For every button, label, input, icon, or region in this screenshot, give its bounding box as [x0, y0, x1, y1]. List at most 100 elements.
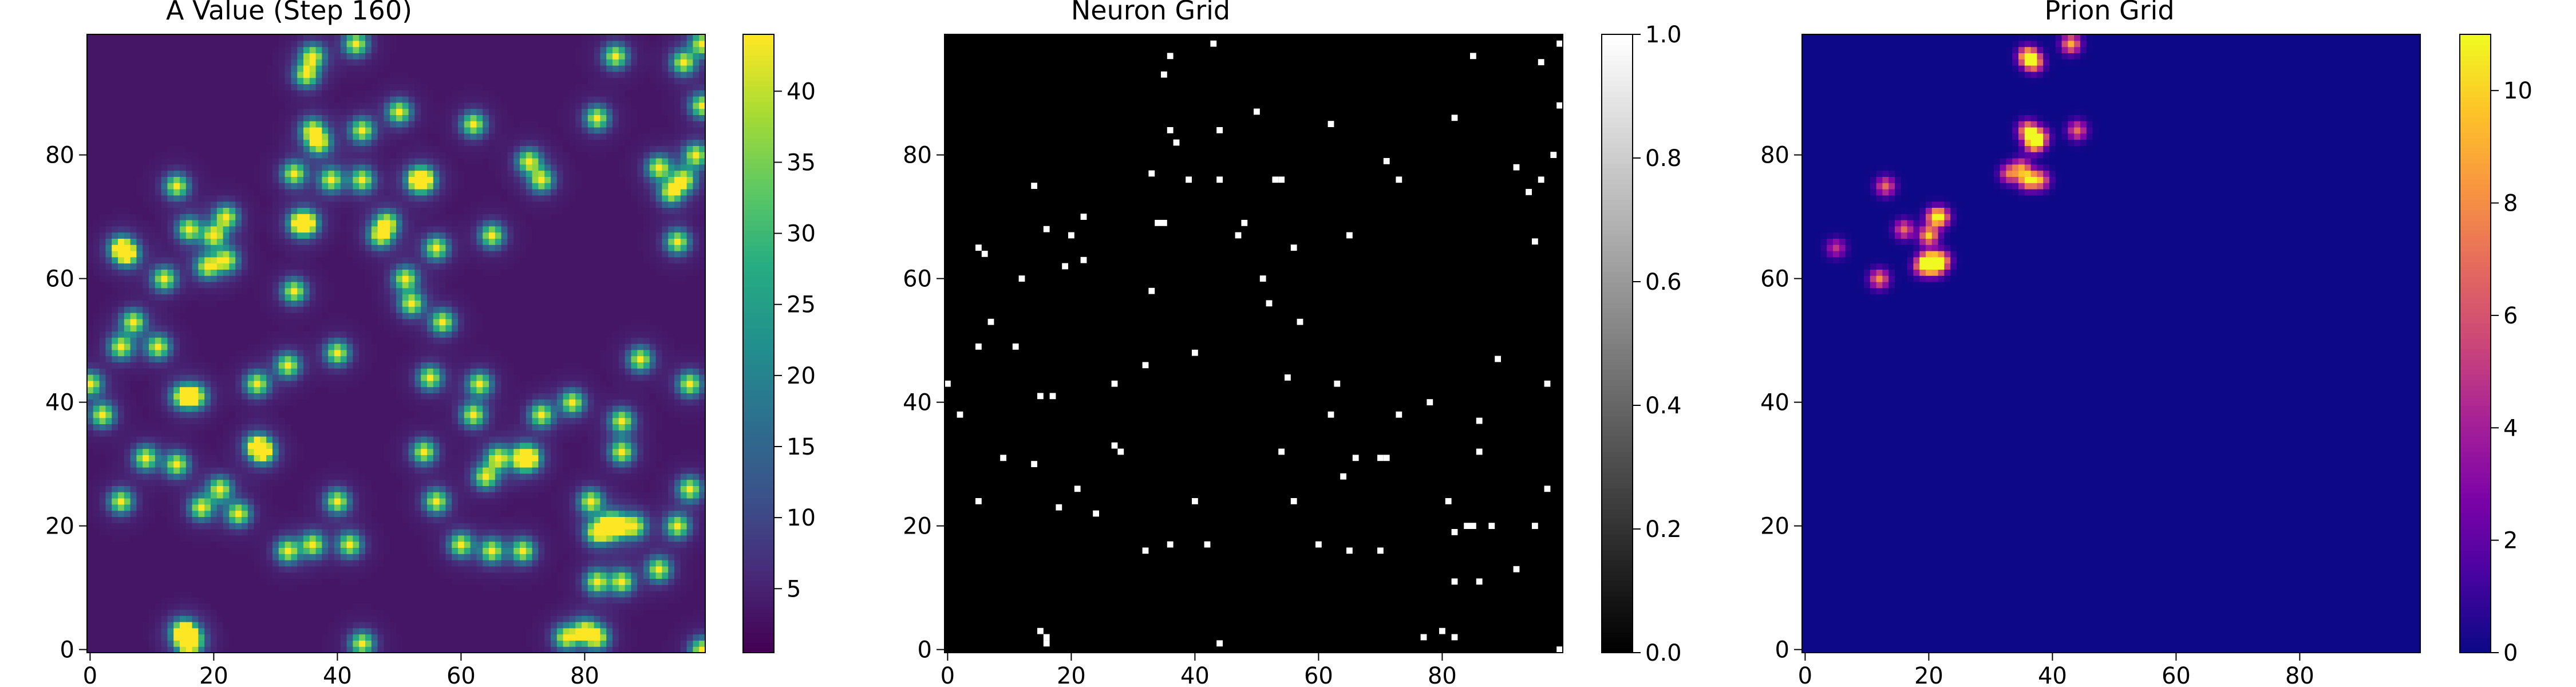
a-value-cell: [414, 467, 421, 474]
a-value-cell: [445, 442, 452, 449]
a-value-cell: [464, 393, 471, 400]
a-value-cell: [600, 424, 607, 431]
a-value-cell: [180, 566, 187, 573]
a-value-cell: [421, 368, 428, 375]
a-value-cell: [173, 566, 180, 573]
a-value-cell: [272, 399, 279, 406]
a-value-cell: [532, 411, 539, 418]
a-value-cell: [87, 405, 94, 412]
a-value-cell: [105, 622, 112, 629]
a-value-cell: [223, 467, 230, 474]
a-value-cell: [365, 455, 372, 461]
a-value-cell: [445, 566, 452, 573]
a-value-cell: [476, 411, 483, 418]
a-value-cell: [216, 405, 224, 412]
a-value-cell: [575, 585, 582, 591]
a-value-cell: [211, 473, 218, 480]
a-value-cell: [513, 591, 520, 598]
a-value-cell: [631, 461, 638, 468]
a-value-cell: [229, 417, 236, 424]
a-value-cell: [526, 479, 533, 486]
a-value-cell: [600, 634, 607, 641]
a-value-cell: [495, 535, 502, 542]
a-value-cell: [637, 405, 644, 412]
a-value-cell: [99, 436, 106, 443]
a-value-cell: [439, 380, 446, 388]
a-value-cell: [556, 547, 564, 554]
a-value-cell: [470, 485, 477, 492]
a-value-cell: [155, 467, 162, 474]
a-value-cell: [384, 399, 390, 406]
a-value-cell: [328, 393, 335, 400]
a-value-cell: [538, 615, 545, 622]
a-value-cell: [223, 622, 230, 629]
a-value-cell: [501, 498, 508, 505]
a-value-cell: [124, 362, 131, 369]
a-value-cell: [520, 615, 527, 622]
a-value-cell: [328, 368, 335, 375]
a-value-cell: [483, 430, 489, 437]
a-value-cell: [285, 362, 291, 369]
a-value-cell: [433, 399, 440, 406]
a-value-cell: [643, 541, 650, 548]
a-value-cell: [377, 380, 384, 388]
a-value-cell: [501, 386, 508, 393]
a-value-cell: [483, 380, 489, 388]
a-value-cell: [136, 424, 143, 431]
a-value-cell: [551, 461, 558, 468]
a-value-cell: [631, 554, 638, 560]
a-value-cell: [353, 448, 359, 455]
a-value-cell: [371, 405, 378, 412]
a-value-cell: [334, 603, 341, 610]
a-value-cell: [185, 498, 193, 505]
a-value-cell: [618, 405, 626, 412]
a-value-cell: [303, 448, 310, 455]
a-value-cell: [346, 566, 353, 573]
a-value-cell: [192, 399, 199, 406]
a-value-cell: [285, 344, 291, 350]
a-value-cell: [594, 627, 600, 635]
a-value-cell: [489, 523, 496, 530]
a-value-cell: [390, 516, 397, 523]
a-value-cell: [340, 591, 347, 598]
a-value-cell: [563, 448, 570, 455]
a-value-cell: [260, 436, 267, 443]
a-value-cell: [402, 349, 409, 357]
a-value-cell: [637, 622, 644, 629]
a-value-cell: [587, 523, 595, 530]
a-value-cell: [538, 349, 545, 357]
a-value-cell: [254, 516, 260, 523]
a-value-cell: [563, 417, 570, 424]
a-value-cell: [470, 424, 477, 431]
a-value-cell: [427, 597, 434, 604]
a-value-cell: [649, 349, 657, 357]
a-value-cell: [161, 448, 168, 455]
a-value-cell: [532, 634, 539, 641]
a-value-cell: [359, 386, 366, 393]
a-value-cell: [130, 442, 137, 449]
a-value-cell: [458, 430, 465, 437]
a-value-cell: [99, 504, 106, 511]
a-value-cell: [297, 646, 304, 653]
a-value-cell: [149, 492, 156, 499]
a-value-cell: [408, 541, 415, 548]
a-value-cell: [470, 615, 477, 622]
a-value-cell: [384, 510, 390, 517]
a-value-cell: [353, 566, 359, 573]
a-value-cell: [322, 603, 329, 610]
a-value-cell: [421, 646, 428, 653]
a-value-cell: [686, 411, 693, 418]
a-value-cell: [278, 411, 286, 418]
a-value-cell: [390, 374, 397, 381]
a-value-cell: [204, 479, 211, 486]
a-value-cell: [371, 627, 378, 635]
a-value-cell: [359, 473, 366, 480]
a-value-cell: [686, 485, 693, 492]
a-value-cell: [495, 368, 502, 375]
a-value-cell: [532, 498, 539, 505]
a-value-cell: [637, 603, 644, 610]
a-value-cell: [507, 349, 514, 357]
a-value-cell: [643, 615, 650, 622]
a-value-cell: [130, 417, 137, 424]
a-value-cell: [421, 386, 428, 393]
